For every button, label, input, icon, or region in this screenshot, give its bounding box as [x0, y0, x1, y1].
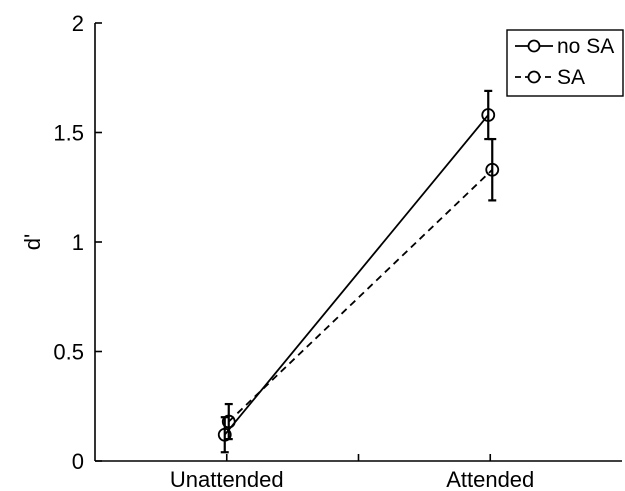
data-point	[217, 427, 232, 442]
tick-labels: 0 0.5 1 1.5 2 Unattended Attended	[53, 11, 534, 491]
y-tick-label: 1	[72, 230, 84, 255]
y-tick-label: 0.5	[53, 340, 84, 365]
series-no-sa	[217, 89, 496, 454]
data-point	[221, 414, 236, 429]
series-line	[224, 114, 489, 436]
legend: no SA SA	[506, 29, 624, 97]
series-line	[228, 169, 493, 423]
series-layer	[217, 89, 500, 454]
y-tick-label: 0	[72, 449, 84, 474]
legend-box	[506, 29, 624, 97]
data-point	[485, 162, 500, 177]
y-tick-label: 2	[72, 11, 84, 36]
y-tick-label: 1.5	[53, 121, 84, 146]
y-axis-label: d'	[20, 234, 45, 250]
data-point	[481, 108, 496, 122]
axes	[94, 22, 622, 462]
x-tick-label: Attended	[446, 467, 534, 491]
legend-marker	[527, 39, 541, 53]
series-sa	[221, 137, 500, 441]
legend-label: SA	[557, 66, 585, 89]
x-tick-label: Unattended	[170, 467, 284, 491]
legend-marker	[527, 70, 541, 84]
legend-label: no SA	[557, 35, 614, 58]
